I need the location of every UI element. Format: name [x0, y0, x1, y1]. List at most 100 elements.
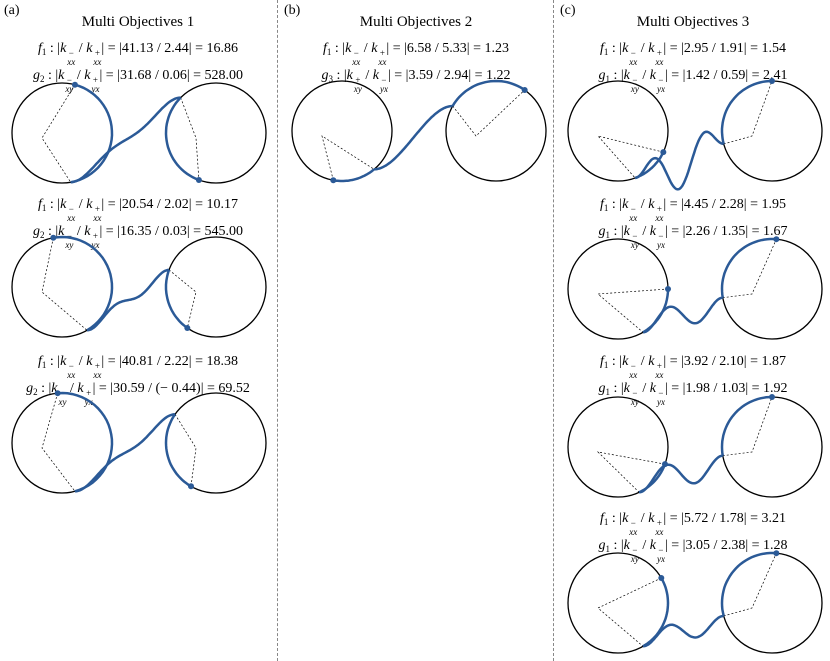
symbol: k — [86, 197, 93, 212]
indices: − yx — [657, 76, 665, 94]
subscript: xx — [655, 527, 664, 537]
math-symbol: k − xy — [58, 67, 73, 94]
indices: + xx — [655, 49, 663, 67]
math-symbol: f1 — [600, 40, 608, 61]
formula-line: f1 : |k − xx / k + xx | = |3.92 / 2.10| = 1.8… — [556, 353, 830, 380]
formula-text: : | — [608, 354, 623, 369]
formula-text: / — [360, 41, 372, 56]
superscript: − — [632, 231, 638, 241]
subscript: 1 — [603, 360, 609, 370]
endpoint — [769, 394, 775, 400]
math-symbol: f1 — [600, 353, 608, 374]
dashed-line — [723, 553, 777, 617]
math-symbol: k − xx — [622, 510, 637, 537]
formula-text: / — [75, 197, 87, 212]
subscript: xy — [65, 84, 74, 94]
dashed-line — [597, 577, 662, 647]
symbol: k — [649, 538, 656, 553]
circle — [291, 80, 393, 182]
symbol: k — [371, 41, 378, 56]
formula-text: / — [638, 68, 650, 83]
superscript: − — [658, 75, 664, 85]
diagram — [567, 394, 823, 498]
formula-text: : | — [46, 41, 61, 56]
indices: − yx — [657, 389, 665, 407]
diagram — [567, 236, 823, 340]
math-symbol: k + xy — [347, 67, 362, 94]
formula-line: f1 : |k − xx / k + xx | = |20.54 / 2.02| = 10… — [0, 196, 276, 223]
formula-line: g1 : |k − xy / k − yx | = |1.42 / 0.59| = 2.4… — [556, 67, 830, 94]
math-symbol: k + xx — [648, 196, 663, 223]
subscript: yx — [91, 84, 100, 94]
subscript: 1 — [605, 544, 610, 554]
math-symbol: k + xx — [648, 353, 663, 380]
indices: − xy — [631, 76, 639, 94]
formula-text: : | — [44, 224, 59, 239]
formula-text: / — [66, 381, 78, 396]
formula-text: / — [73, 224, 85, 239]
arc — [57, 391, 114, 493]
math-symbol: k − xx — [60, 353, 75, 380]
formula-text: | = |30.59 / (− 0.44)| = 69.52 — [92, 381, 250, 396]
superscript: − — [66, 75, 72, 85]
symbol: g — [598, 224, 606, 239]
formula-text: / — [75, 41, 87, 56]
subscript: xx — [655, 213, 664, 223]
arc — [451, 79, 526, 107]
indices: + yx — [91, 232, 99, 250]
formula-text: | = |40.81 / 2.22| = 18.38 — [101, 354, 238, 369]
symbol: k — [84, 68, 91, 83]
math-symbol: g1 — [598, 380, 610, 401]
symbol: k — [649, 224, 656, 239]
indices: − xy — [65, 76, 73, 94]
superscript: + — [94, 361, 100, 371]
indices: − xy — [631, 546, 639, 564]
formula-text: | = |1.42 / 0.59| = 2.41 — [664, 68, 788, 83]
diagram — [11, 234, 267, 338]
math-symbol: g1 — [598, 223, 610, 244]
arc — [720, 551, 777, 617]
symbol: g — [598, 68, 606, 83]
formula-text: | = |5.72 / 1.78| = 3.21 — [663, 511, 786, 526]
math-symbol: k − xy — [624, 67, 639, 94]
math-symbol: k − xx — [60, 40, 75, 67]
subscript: xx — [655, 370, 664, 380]
math-symbol: k + xx — [648, 510, 663, 537]
formula: f1 : |k − xx / k + xx | = |3.92 / 2.10| = 1.8… — [556, 353, 830, 407]
formula: f1 : |k − xx / k + xx | = |4.45 / 2.28| = 1.9… — [556, 196, 830, 250]
dashed-line — [722, 396, 773, 457]
formula-text: / — [637, 197, 649, 212]
formula-text: : | — [609, 224, 624, 239]
symbol: k — [60, 41, 67, 56]
diagram — [567, 550, 823, 654]
superscript: − — [632, 388, 638, 398]
superscript: − — [658, 231, 664, 241]
math-symbol: f1 — [38, 196, 46, 217]
circle — [567, 396, 669, 498]
panel-label: (c) — [560, 3, 576, 18]
curve — [374, 104, 453, 171]
formula-text: : | — [46, 197, 61, 212]
math-symbol: f1 — [600, 510, 608, 531]
formula-line: g3 : |k + xy / k − yx | = |3.59 / 2.94| = 1.2… — [280, 67, 552, 94]
formula-text: : | — [609, 381, 624, 396]
formula-line: f1 : |k − xx / k + xx | = |4.45 / 2.28| = 1.9… — [556, 196, 830, 223]
formula-text: / — [638, 538, 650, 553]
subscript: yx — [656, 84, 665, 94]
indices: − yx — [657, 232, 665, 250]
circle — [567, 80, 669, 182]
indices: − xx — [67, 205, 75, 223]
subscript: 1 — [41, 360, 47, 370]
indices: + xx — [93, 205, 101, 223]
superscript: − — [66, 231, 72, 241]
panel-label: (b) — [284, 3, 301, 18]
arc — [70, 83, 114, 184]
symbol: g — [321, 68, 329, 83]
subscript: xy — [630, 397, 639, 407]
symbol: f — [599, 511, 604, 526]
curve — [74, 413, 176, 493]
superscript: − — [632, 75, 638, 85]
arc — [53, 235, 114, 332]
subscript: xx — [352, 57, 361, 67]
math-symbol: k − xx — [622, 196, 637, 223]
